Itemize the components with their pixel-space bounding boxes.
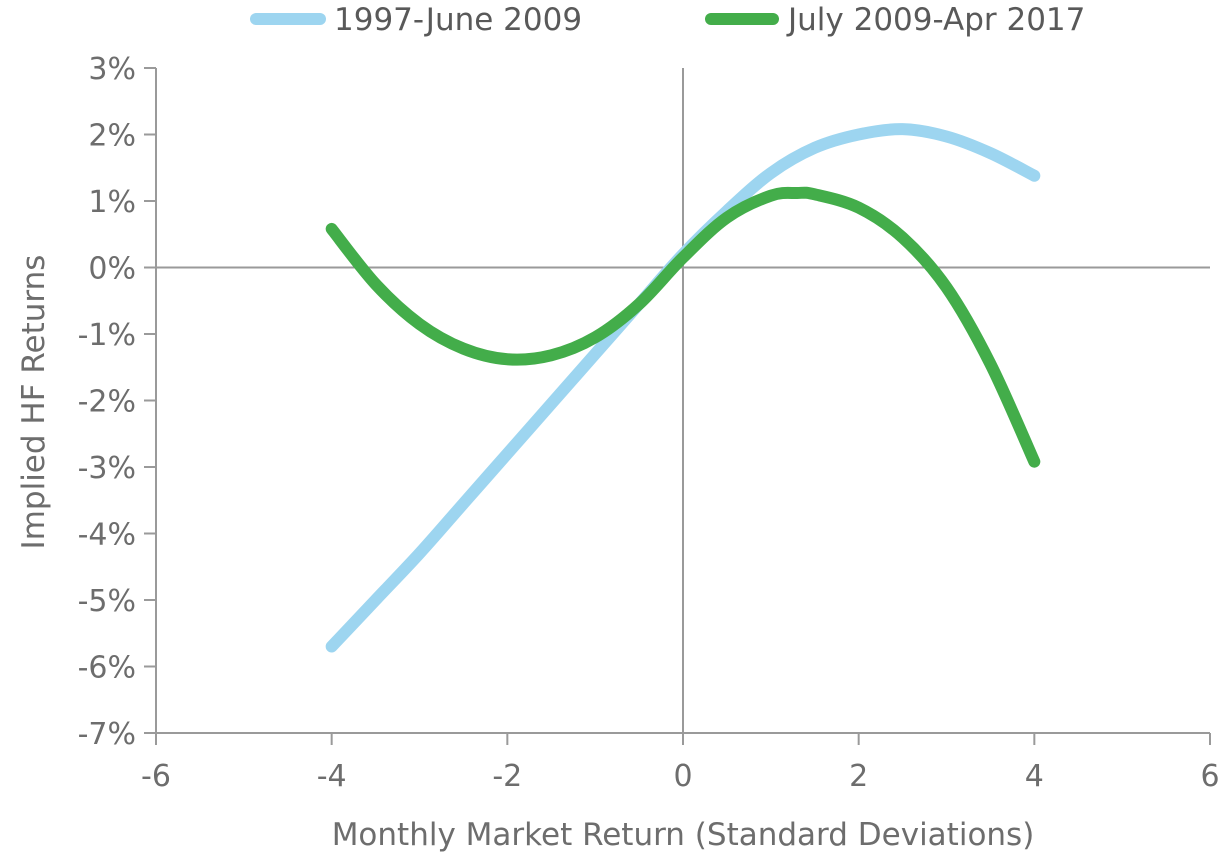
zero-reference-lines — [156, 68, 1210, 733]
y-tick-label: -5% — [78, 584, 136, 619]
y-tick-label: -3% — [78, 451, 136, 486]
legend: 1997-June 2009 July 2009-Apr 2017 — [250, 2, 1085, 38]
x-tick-label: 4 — [1025, 759, 1044, 794]
x-tick-label: 6 — [1200, 759, 1219, 794]
y-tick-label: 3% — [88, 52, 136, 87]
x-axis-title: Monthly Market Return (Standard Deviatio… — [332, 817, 1035, 853]
y-tick-label: -7% — [78, 717, 136, 752]
x-tick-label: -6 — [141, 759, 171, 794]
legend-label-1: 1997-June 2009 — [334, 2, 582, 38]
x-tick-label: 0 — [673, 759, 692, 794]
y-tick-label: -2% — [78, 385, 136, 420]
y-tick-label: 1% — [88, 185, 136, 220]
series-lines — [325, 123, 1041, 653]
x-tick-label: -2 — [492, 759, 522, 794]
y-tick-label: -1% — [78, 318, 136, 353]
y-axis-title: Implied HF Returns — [16, 255, 52, 550]
axes: 3% 2% 1% 0% -1% -2% -3% -4% -5% -6% -7%-6 -4 -2 0 2 4 6 — [78, 52, 1220, 794]
series-line-2 — [325, 186, 1041, 468]
y-tick-label: 2% — [88, 119, 136, 154]
x-tick-label: 2 — [849, 759, 868, 794]
y-tick-label: 0% — [88, 252, 136, 287]
y-tick-label: -6% — [78, 651, 136, 686]
legend-label-2: July 2009-Apr 2017 — [786, 2, 1085, 38]
x-tick-label: -4 — [317, 759, 347, 794]
y-tick-label: -4% — [78, 518, 136, 553]
